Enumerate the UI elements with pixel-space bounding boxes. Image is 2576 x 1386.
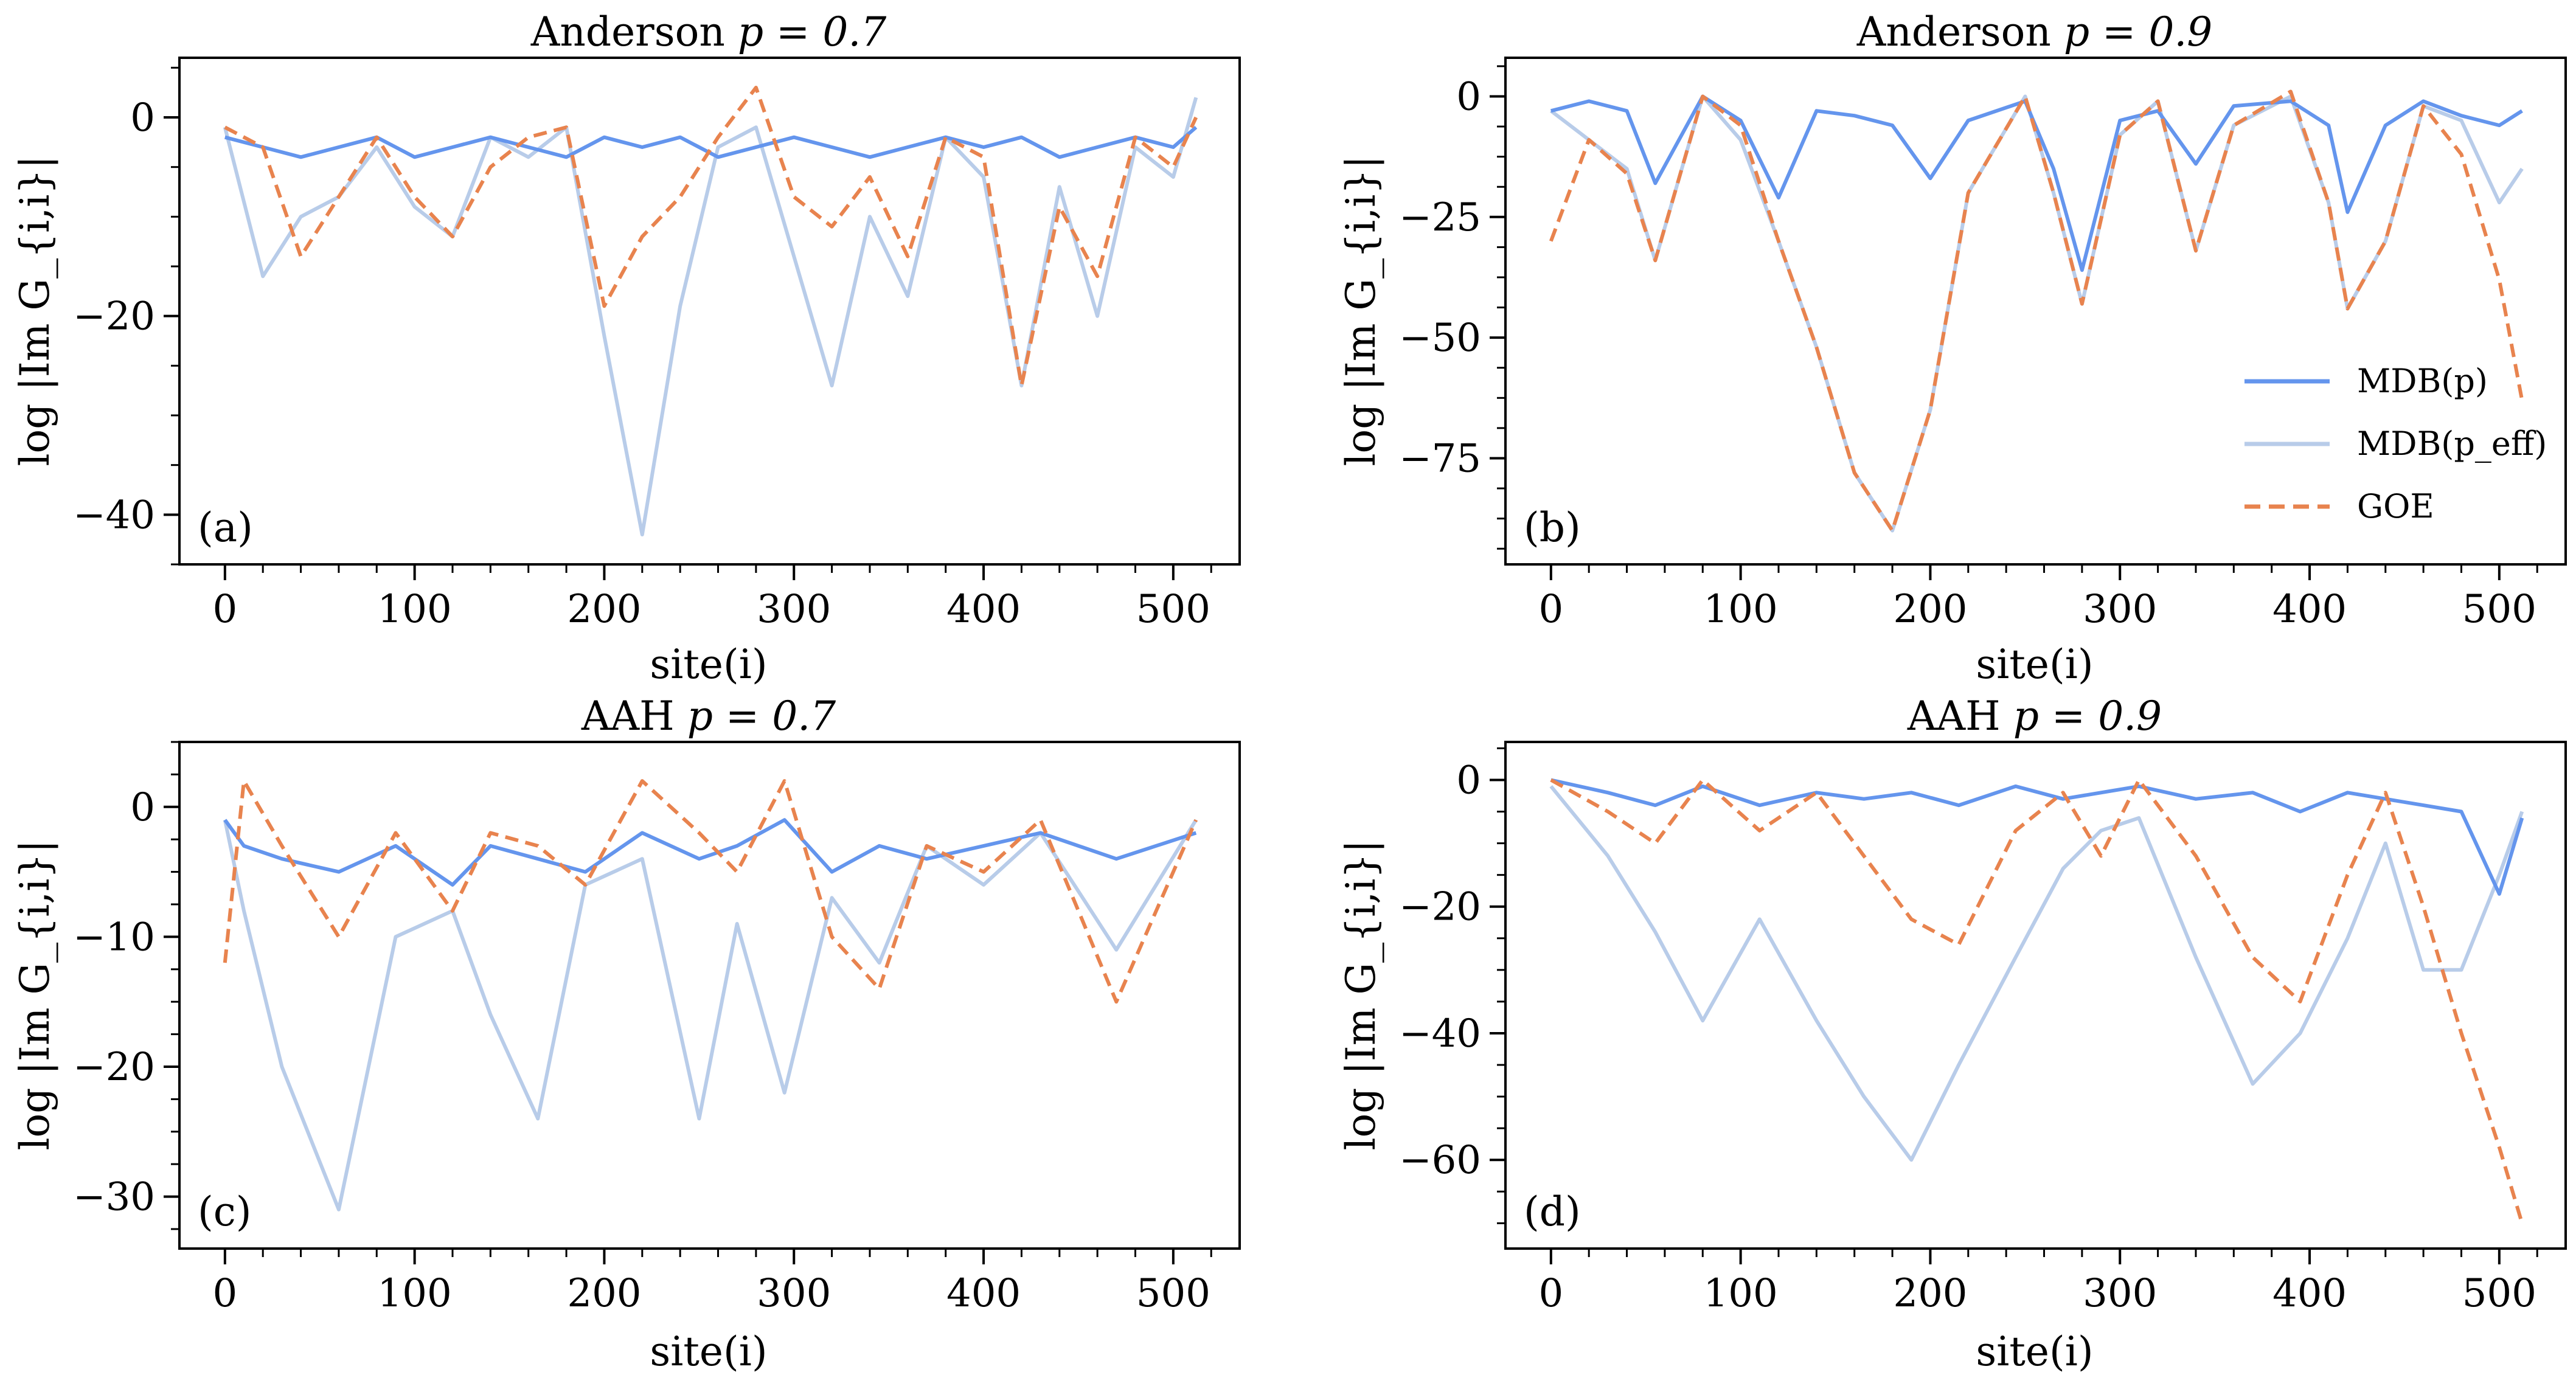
legend: MDB(p) MDB(p_eff) GOE	[2244, 362, 2547, 525]
panel-d-ytick-label: 0	[1456, 758, 1481, 803]
panel-c-ytick-label: −20	[73, 1045, 155, 1090]
panel-d: AAH p = 0.9 0 100 200 300 400 500 0 −20 −40 −60 (…	[1338, 693, 2567, 1375]
panel-d-xtick-label: 400	[2272, 1271, 2347, 1316]
panel-a-line-goe	[224, 86, 1198, 387]
panel-d-label: (d)	[1524, 1188, 1581, 1235]
panel-a-xtick-label: 300	[757, 587, 831, 632]
panel-c-line-mdb-p	[223, 818, 1197, 887]
panel-d-line-goe	[1550, 778, 2524, 1224]
panel-c-line-goe	[223, 779, 1198, 1004]
panel-a-ytick-label: −40	[73, 493, 155, 538]
panel-a-xtick-label: 400	[946, 587, 1021, 632]
panel-c-xtick-label: 400	[946, 1271, 1021, 1316]
panel-b-title: Anderson p = 0.9	[1856, 9, 2213, 55]
panel-d-xtick-label: 500	[2462, 1271, 2536, 1316]
panel-c-label: (c)	[198, 1188, 251, 1235]
panel-d-plot: 0 100 200 300 400 500 0 −20 −40 −60	[1399, 747, 2538, 1316]
panel-b-ylabel: log |Im G_{i,i}|	[1338, 155, 1384, 466]
panel-d-ylabel: log |Im G_{i,i}|	[1338, 839, 1384, 1150]
panel-c-xtick-label: 0	[212, 1271, 237, 1316]
panel-b-xtick-label: 500	[2462, 587, 2536, 632]
panel-c-ytick-label: −10	[73, 915, 155, 960]
panel-d-ytick-label: −60	[1399, 1138, 1481, 1183]
panel-b-xtick-label: 200	[1893, 587, 1967, 632]
panel-b-plot: 0 100 200 300 400 500 0 −25 −50 −75	[1399, 65, 2538, 632]
panel-d-xtick-label: 100	[1704, 1271, 1778, 1316]
panel-a: Anderson p = 0.7 0 100 200 300 400 500 0 −20 −40…	[12, 9, 1241, 688]
panel-c-ylabel: log |Im G_{i,i}|	[12, 839, 58, 1150]
legend-label-mdb-peff: MDB(p_eff)	[2357, 424, 2547, 463]
panel-a-xtick-label: 100	[378, 587, 452, 632]
panel-b-axes-frame	[1504, 57, 2567, 566]
panel-b-xtick-label: 400	[2272, 587, 2347, 632]
panel-c: AAH p = 0.7 0 100 200 300 400 500 0 −10 −20 −30 (…	[12, 693, 1241, 1375]
panel-a-label: (a)	[198, 504, 253, 551]
panel-a-line-mdb-peff	[223, 97, 1198, 536]
panel-c-axes-frame	[178, 741, 1241, 1250]
panel-c-series	[223, 779, 1198, 1211]
panel-a-xtick-label: 200	[567, 587, 641, 632]
panel-c-xtick-label: 200	[567, 1271, 641, 1316]
legend-label-goe: GOE	[2357, 487, 2434, 525]
panel-a-axes-frame	[178, 57, 1241, 566]
panel-a-ylabel: log |Im G_{i,i}|	[12, 155, 58, 466]
panel-b-xlabel: site(i)	[1976, 641, 2093, 688]
panel-a-plot: 0 100 200 300 400 500 0 −20 −40	[73, 66, 1212, 632]
panel-d-ytick-label: −20	[1399, 885, 1481, 930]
panel-b-series	[1549, 89, 2524, 533]
panel-c-line-mdb-peff	[223, 819, 1198, 1211]
panel-d-xtick-label: 0	[1538, 1271, 1563, 1316]
panel-a-title: Anderson p = 0.7	[530, 9, 887, 55]
panel-a-ytick-label: 0	[130, 95, 155, 140]
panel-c-xtick-label: 300	[757, 1271, 831, 1316]
panel-d-line-mdb-peff	[1549, 785, 2524, 1162]
panel-d-axes-frame	[1504, 741, 2567, 1250]
panel-c-xlabel: site(i)	[650, 1328, 767, 1375]
panel-b-ytick-label: 0	[1456, 74, 1481, 119]
panel-c-title: AAH p = 0.7	[581, 693, 836, 740]
panel-d-title: AAH p = 0.9	[1907, 693, 2162, 740]
panel-c-ytick-label: −30	[73, 1175, 155, 1220]
panel-c-ytick-label: 0	[130, 785, 155, 830]
panel-b-ytick-label: −25	[1399, 195, 1481, 240]
panel-b-xtick-label: 300	[2083, 587, 2157, 632]
panel-a-line-mdb-p	[224, 126, 1198, 159]
panel-a-xtick-label: 500	[1136, 587, 1210, 632]
panel-b-label: (b)	[1524, 504, 1581, 551]
panel-d-series	[1549, 778, 2524, 1224]
panel-c-xtick-label: 100	[378, 1271, 452, 1316]
panel-d-ytick-label: −40	[1399, 1011, 1481, 1056]
panel-c-plot: 0 100 200 300 400 500 0 −10 −20 −30	[73, 741, 1212, 1316]
legend-label-mdb-p: MDB(p)	[2357, 362, 2488, 400]
panel-a-xtick-label: 0	[212, 587, 237, 632]
panel-b-ytick-label: −50	[1399, 316, 1481, 361]
panel-d-xtick-label: 300	[2083, 1271, 2157, 1316]
panel-b: Anderson p = 0.9 0 100 200 300 400 500 0 −25 −50…	[1338, 9, 2567, 688]
panel-a-xlabel: site(i)	[650, 641, 767, 688]
panel-a-series	[223, 86, 1198, 536]
panel-b-line-goe	[1549, 89, 2524, 533]
panel-b-xtick-label: 0	[1538, 587, 1563, 632]
panel-c-xtick-label: 500	[1136, 1271, 1210, 1316]
panel-a-ytick-label: −20	[73, 294, 155, 339]
panel-b-ytick-label: −75	[1399, 436, 1481, 481]
panel-d-xtick-label: 200	[1893, 1271, 1967, 1316]
panel-d-line-mdb-p	[1550, 778, 2524, 896]
panel-b-xtick-label: 100	[1704, 587, 1778, 632]
panel-d-xlabel: site(i)	[1976, 1328, 2093, 1375]
